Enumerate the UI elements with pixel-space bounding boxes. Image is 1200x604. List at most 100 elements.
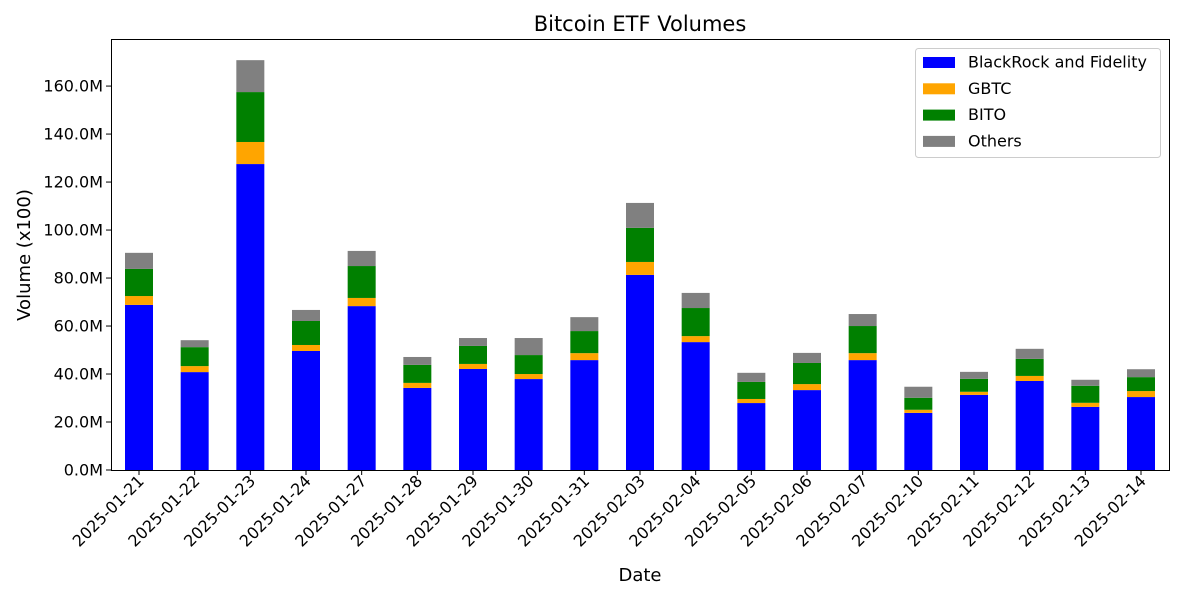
bar-others-2025-02-12 xyxy=(1015,348,1044,359)
bar-blackrock-and-fidelity-2025-01-31 xyxy=(570,360,599,470)
bars-group xyxy=(125,60,1155,470)
bar-blackrock-and-fidelity-2025-01-24 xyxy=(292,350,320,470)
bar-gbtc-2025-02-12 xyxy=(1015,375,1044,381)
bar-others-2025-01-31 xyxy=(570,317,599,332)
bar-bito-2025-02-13 xyxy=(1071,385,1100,403)
bar-bito-2025-02-05 xyxy=(737,381,766,399)
bar-gbtc-2025-01-28 xyxy=(403,382,432,388)
bar-bito-2025-01-27 xyxy=(347,266,376,298)
bar-others-2025-02-14 xyxy=(1127,369,1155,378)
bar-blackrock-and-fidelity-2025-02-13 xyxy=(1071,406,1100,470)
bar-gbtc-2025-01-21 xyxy=(125,296,153,305)
bar-blackrock-and-fidelity-2025-02-05 xyxy=(737,403,766,470)
bar-blackrock-and-fidelity-2025-01-29 xyxy=(459,368,487,470)
bar-gbtc-2025-02-14 xyxy=(1127,391,1155,398)
y-tick-label: 100.0M xyxy=(43,221,103,240)
bar-bito-2025-01-24 xyxy=(292,320,320,345)
bar-bito-2025-02-10 xyxy=(904,397,933,410)
bar-bito-2025-01-23 xyxy=(236,92,265,142)
bar-bito-2025-01-29 xyxy=(459,345,487,364)
legend-label: Others xyxy=(968,131,1022,150)
bar-blackrock-and-fidelity-2025-01-30 xyxy=(514,379,543,470)
bar-blackrock-and-fidelity-2025-02-07 xyxy=(848,360,877,470)
y-axis-label: Volume (x100) xyxy=(14,189,35,321)
bar-gbtc-2025-02-06 xyxy=(793,384,821,391)
bar-bito-2025-02-07 xyxy=(848,326,877,354)
bar-blackrock-and-fidelity-2025-02-03 xyxy=(626,274,654,470)
bar-others-2025-02-05 xyxy=(737,372,766,382)
bar-gbtc-2025-02-13 xyxy=(1071,402,1100,407)
bar-gbtc-2025-02-07 xyxy=(848,353,877,361)
bar-blackrock-and-fidelity-2025-01-23 xyxy=(236,164,265,470)
bar-bito-2025-01-28 xyxy=(403,364,432,383)
x-axis: 2025-01-212025-01-222025-01-232025-01-24… xyxy=(69,470,1150,551)
bar-gbtc-2025-01-24 xyxy=(292,344,320,351)
legend-swatch xyxy=(923,109,955,121)
legend-swatch xyxy=(923,57,955,68)
bar-others-2025-01-28 xyxy=(403,356,432,365)
bar-gbtc-2025-01-27 xyxy=(347,297,376,307)
bar-gbtc-2025-02-10 xyxy=(904,409,933,413)
bar-bito-2025-02-14 xyxy=(1127,377,1155,392)
legend-swatch xyxy=(923,135,955,147)
bar-blackrock-and-fidelity-2025-02-11 xyxy=(960,394,988,470)
bar-others-2025-01-23 xyxy=(236,60,265,93)
legend-box xyxy=(915,48,1161,158)
legend: BlackRock and Fidelity GBTC BITO Others xyxy=(915,48,1161,158)
bar-others-2025-01-24 xyxy=(292,309,320,321)
bar-others-2025-01-21 xyxy=(125,252,153,269)
chart-title: Bitcoin ETF Volumes xyxy=(534,12,747,36)
legend-label: BITO xyxy=(968,105,1006,124)
bar-others-2025-02-10 xyxy=(904,386,933,398)
bar-gbtc-2025-01-22 xyxy=(180,366,209,373)
bar-blackrock-and-fidelity-2025-01-28 xyxy=(403,387,432,470)
bar-others-2025-01-27 xyxy=(347,250,376,267)
y-tick-label: 40.0M xyxy=(54,365,103,384)
bar-blackrock-and-fidelity-2025-02-04 xyxy=(681,342,710,470)
bar-bito-2025-01-31 xyxy=(570,331,599,354)
bar-gbtc-2025-01-23 xyxy=(236,141,265,165)
y-axis: 0.0M 20.0M 40.0M 60.0M 80.0M 100.0M 120.0M 140.… xyxy=(43,77,111,480)
bar-blackrock-and-fidelity-2025-01-27 xyxy=(347,306,376,470)
legend-swatch xyxy=(923,83,955,95)
bar-blackrock-and-fidelity-2025-02-10 xyxy=(904,412,933,470)
plot-frame xyxy=(111,39,1170,471)
y-tick-label: 140.0M xyxy=(43,125,103,144)
y-tick-label: 120.0M xyxy=(43,173,103,192)
bar-gbtc-2025-02-03 xyxy=(626,261,654,275)
y-tick-label: 80.0M xyxy=(54,269,103,288)
y-tick-label: 60.0M xyxy=(54,317,103,336)
bar-bito-2025-02-04 xyxy=(681,308,710,337)
bar-blackrock-and-fidelity-2025-01-22 xyxy=(180,372,209,470)
bar-bito-2025-02-12 xyxy=(1015,358,1044,376)
bar-bito-2025-02-11 xyxy=(960,378,988,392)
bar-others-2025-02-07 xyxy=(848,314,877,327)
bar-blackrock-and-fidelity-2025-02-12 xyxy=(1015,380,1044,470)
bar-others-2025-02-11 xyxy=(960,371,988,379)
legend-label: BlackRock and Fidelity xyxy=(968,53,1147,72)
bar-others-2025-01-29 xyxy=(459,338,487,346)
bar-gbtc-2025-01-30 xyxy=(514,374,543,380)
bar-bito-2025-01-30 xyxy=(514,355,543,375)
bar-others-2025-01-30 xyxy=(514,338,543,356)
y-tick-label: 160.0M xyxy=(43,77,103,96)
bar-others-2025-02-13 xyxy=(1071,379,1100,386)
bar-others-2025-02-03 xyxy=(626,202,654,228)
bar-gbtc-2025-02-04 xyxy=(681,336,710,343)
bar-others-2025-01-22 xyxy=(180,340,209,348)
bar-blackrock-and-fidelity-2025-02-06 xyxy=(793,390,821,470)
bar-bito-2025-02-06 xyxy=(793,362,821,385)
bar-bito-2025-01-21 xyxy=(125,268,153,297)
bar-gbtc-2025-01-31 xyxy=(570,353,599,361)
bar-bito-2025-02-03 xyxy=(626,227,654,262)
bar-gbtc-2025-02-11 xyxy=(960,391,988,395)
y-tick-label: 20.0M xyxy=(54,413,103,432)
bar-gbtc-2025-02-05 xyxy=(737,398,766,404)
x-axis-label: Date xyxy=(618,565,661,586)
bar-others-2025-02-04 xyxy=(681,292,710,309)
y-tick-label: 0.0M xyxy=(64,461,103,480)
legend-label: GBTC xyxy=(968,79,1011,98)
bar-blackrock-and-fidelity-2025-02-14 xyxy=(1127,397,1155,470)
bar-gbtc-2025-01-29 xyxy=(459,363,487,369)
